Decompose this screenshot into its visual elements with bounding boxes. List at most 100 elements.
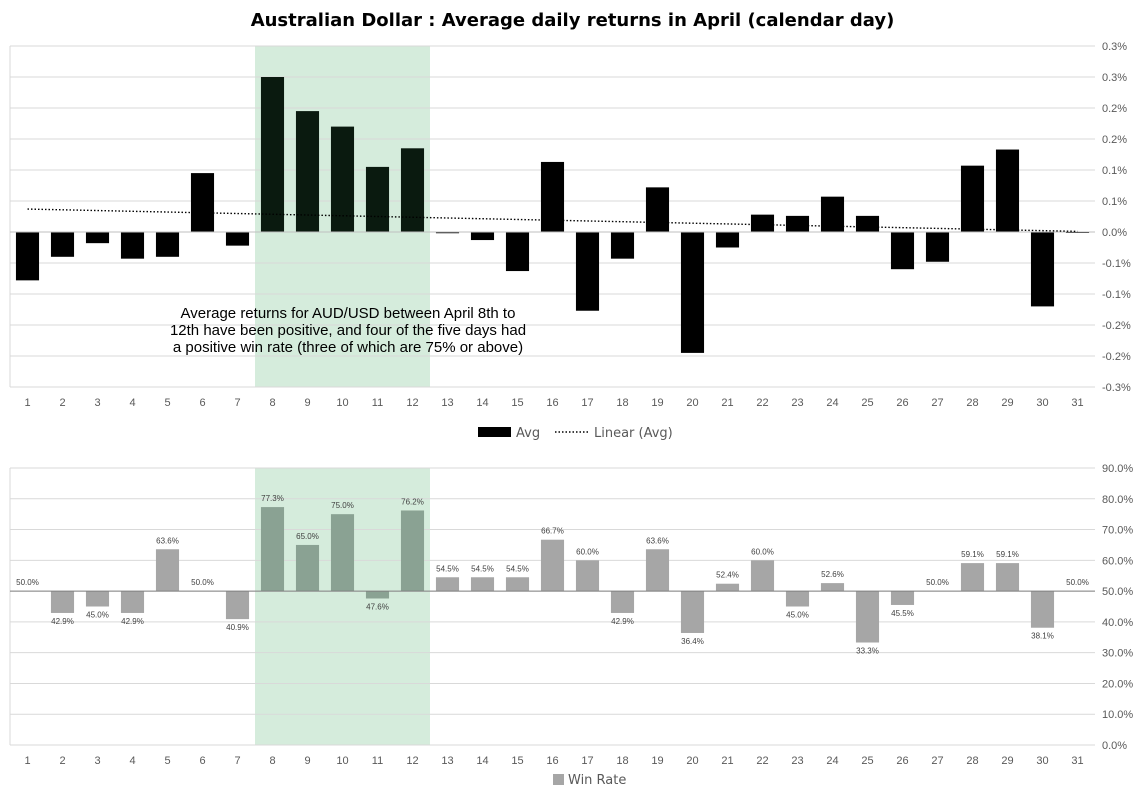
legend-label-winrate: Win Rate <box>568 773 626 788</box>
data-label-winrate: 50.0% <box>16 578 39 587</box>
x-tick-label-winrate: 30 <box>1036 755 1048 767</box>
x-tick-label-avg: 17 <box>581 397 593 409</box>
bar-avg <box>855 215 880 232</box>
bar-winrate <box>400 510 425 592</box>
bar-avg <box>365 166 390 232</box>
data-label-winrate: 36.4% <box>681 637 704 646</box>
data-label-winrate: 38.1% <box>1031 632 1054 641</box>
bar-winrate <box>330 514 355 592</box>
data-label-winrate: 54.5% <box>471 564 494 573</box>
bar-avg <box>15 232 40 281</box>
x-tick-label-winrate: 5 <box>164 755 170 767</box>
legend-swatch-avg <box>478 427 511 437</box>
y-tick-label-avg: -0.1% <box>1102 289 1131 301</box>
bar-avg <box>470 232 495 241</box>
bar-winrate <box>715 583 740 592</box>
x-tick-label-winrate: 16 <box>546 755 558 767</box>
bar-avg <box>85 232 110 244</box>
bar-winrate <box>365 591 390 599</box>
annotation-text: a positive win rate (three of which are … <box>173 339 523 356</box>
y-tick-label-winrate: 80.0% <box>1102 494 1133 506</box>
y-tick-label-winrate: 60.0% <box>1102 555 1133 567</box>
x-tick-label-avg: 9 <box>304 397 310 409</box>
x-tick-label-winrate: 24 <box>826 755 838 767</box>
x-tick-label-avg: 21 <box>721 397 733 409</box>
x-tick-label-avg: 2 <box>59 397 65 409</box>
x-tick-label-avg: 19 <box>651 397 663 409</box>
x-tick-label-avg: 18 <box>616 397 628 409</box>
x-tick-label-avg: 28 <box>966 397 978 409</box>
x-tick-label-winrate: 9 <box>304 755 310 767</box>
bar-avg <box>785 215 810 232</box>
bar-avg <box>575 232 600 311</box>
annotation-text: Average returns for AUD/USD between Apri… <box>181 305 516 322</box>
y-tick-label-winrate: 40.0% <box>1102 617 1133 629</box>
bar-winrate <box>540 539 565 592</box>
x-tick-label-winrate: 27 <box>931 755 943 767</box>
trendline-avg <box>27 208 1078 233</box>
x-tick-label-winrate: 23 <box>791 755 803 767</box>
x-tick-label-winrate: 29 <box>1001 755 1013 767</box>
y-tick-label-winrate: 70.0% <box>1102 525 1133 537</box>
x-tick-label-avg: 30 <box>1036 397 1048 409</box>
y-tick-label-winrate: 90.0% <box>1102 463 1133 475</box>
bar-avg <box>925 232 950 262</box>
x-tick-label-avg: 24 <box>826 397 838 409</box>
bar-winrate <box>995 563 1020 592</box>
data-label-winrate: 54.5% <box>506 564 529 573</box>
x-tick-label-avg: 4 <box>129 397 135 409</box>
x-tick-label-winrate: 14 <box>476 755 488 767</box>
x-tick-label-winrate: 10 <box>336 755 348 767</box>
bar-avg <box>890 232 915 270</box>
x-tick-label-avg: 11 <box>372 397 383 409</box>
y-tick-label-winrate: 10.0% <box>1102 709 1133 721</box>
data-label-winrate: 59.1% <box>961 550 984 559</box>
bar-winrate <box>645 549 670 592</box>
y-tick-label-avg: -0.2% <box>1102 351 1131 363</box>
y-tick-label-avg: 0.3% <box>1102 72 1127 84</box>
x-tick-label-winrate: 8 <box>269 755 275 767</box>
x-tick-label-avg: 26 <box>896 397 908 409</box>
x-tick-label-winrate: 11 <box>372 755 383 767</box>
data-label-winrate: 65.0% <box>296 532 319 541</box>
x-tick-label-avg: 25 <box>861 397 873 409</box>
data-label-winrate: 60.0% <box>751 547 774 556</box>
bar-avg <box>645 187 670 232</box>
x-tick-label-winrate: 17 <box>581 755 593 767</box>
bar-winrate <box>855 591 880 643</box>
x-tick-label-winrate: 22 <box>756 755 768 767</box>
bar-winrate <box>260 507 285 592</box>
bar-avg <box>680 232 705 353</box>
data-label-winrate: 76.2% <box>401 497 424 506</box>
data-label-winrate: 66.7% <box>541 527 564 536</box>
bar-avg <box>120 232 145 259</box>
data-label-winrate: 33.3% <box>856 647 879 656</box>
data-label-winrate: 77.3% <box>261 494 284 503</box>
y-tick-label-winrate: 0.0% <box>1102 740 1127 752</box>
x-tick-label-avg: 27 <box>931 397 943 409</box>
y-tick-label-avg: 0.1% <box>1102 165 1127 177</box>
data-label-winrate: 50.0% <box>1066 578 1089 587</box>
data-label-winrate: 52.4% <box>716 571 739 580</box>
bar-avg <box>295 111 320 232</box>
data-label-winrate: 60.0% <box>576 547 599 556</box>
legend-swatch-winrate <box>553 774 564 785</box>
x-tick-label-avg: 5 <box>164 397 170 409</box>
legend-label-avg: Avg <box>516 426 540 441</box>
bar-avg <box>820 196 845 232</box>
bar-avg <box>610 232 635 259</box>
bar-avg <box>505 232 530 272</box>
x-tick-label-winrate: 18 <box>616 755 628 767</box>
data-label-winrate: 40.9% <box>226 623 249 632</box>
data-label-winrate: 50.0% <box>191 578 214 587</box>
bar-avg <box>960 165 985 232</box>
y-tick-label-avg: 0.2% <box>1102 134 1127 146</box>
data-label-winrate: 42.9% <box>611 617 634 626</box>
legend-label-linear: Linear (Avg) <box>594 426 673 441</box>
data-label-winrate: 63.6% <box>156 536 179 545</box>
data-label-winrate: 63.6% <box>646 536 669 545</box>
x-tick-label-avg: 3 <box>94 397 100 409</box>
bar-winrate <box>470 577 495 592</box>
x-tick-label-winrate: 19 <box>651 755 663 767</box>
bar-avg <box>995 149 1020 232</box>
